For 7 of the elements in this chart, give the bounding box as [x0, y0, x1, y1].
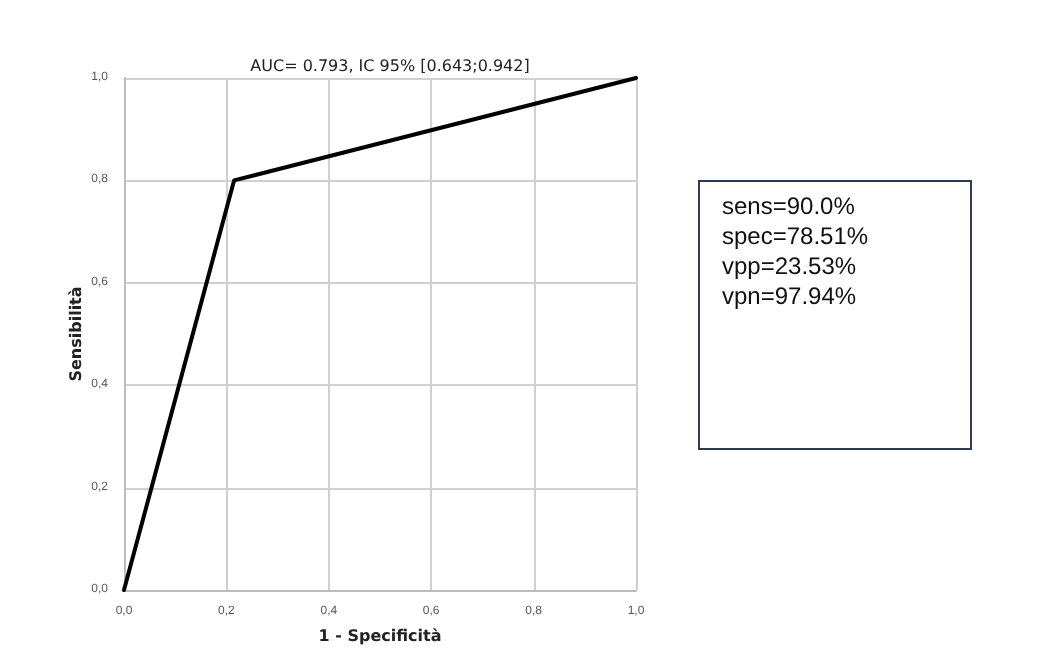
text: vpn=97.94%	[722, 282, 859, 312]
text: sens=90.0%	[722, 192, 857, 222]
x-axis-title: 1 - Specificità	[318, 626, 442, 645]
y-axis-title: Sensibilità	[66, 286, 85, 382]
chart-title: AUC= 0.793, IC 95% [0.643;0.942]	[250, 57, 530, 75]
text: spec=78.51%	[722, 222, 871, 252]
text: vpp=23.53%	[722, 252, 859, 282]
